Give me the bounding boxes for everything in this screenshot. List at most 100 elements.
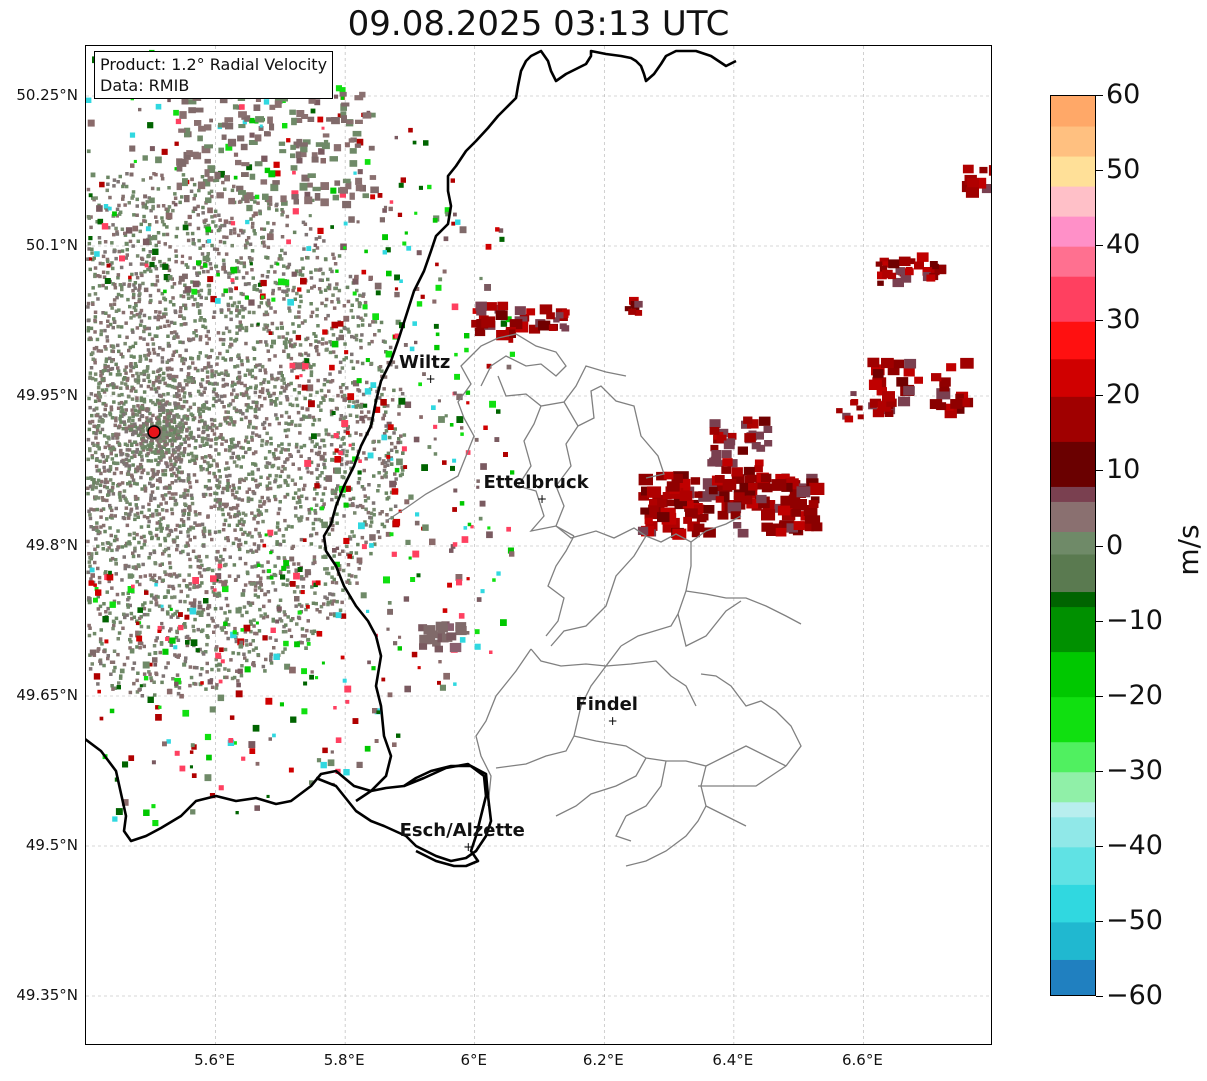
velocity-bin: [193, 446, 198, 450]
velocity-bin: [161, 410, 166, 414]
velocity-bin: [393, 472, 397, 476]
velocity-bin: [370, 339, 374, 344]
velocity-bin: [157, 520, 162, 524]
velocity-bin: [238, 124, 246, 129]
velocity-bin: [154, 243, 158, 248]
velocity-bin: [93, 560, 97, 565]
velocity-bin: [325, 347, 329, 352]
velocity-bin: [458, 613, 465, 619]
velocity-bin: [368, 524, 373, 528]
velocity-bin: [266, 575, 270, 580]
velocity-bin: [194, 555, 199, 559]
velocity-bin: [267, 329, 271, 333]
velocity-bin: [161, 516, 166, 520]
velocity-bin: [156, 418, 160, 422]
velocity-bin: [338, 567, 342, 572]
velocity-bin: [109, 601, 116, 608]
velocity-bin: [258, 482, 262, 487]
velocity-bin: [121, 426, 125, 431]
velocity-bin: [465, 450, 471, 455]
velocity-bin: [224, 314, 228, 319]
velocity-bin: [133, 159, 137, 163]
velocity-bin: [230, 221, 236, 226]
velocity-bin: [220, 442, 224, 446]
velocity-bin: [155, 279, 160, 283]
velocity-bin: [334, 448, 339, 453]
velocity-bin: [165, 409, 170, 413]
velocity-bin: [131, 386, 136, 391]
velocity-bin: [135, 213, 139, 217]
velocity-bin: [280, 574, 286, 580]
velocity-bin: [280, 414, 284, 418]
velocity-bin: [332, 613, 337, 618]
velocity-bin: [213, 498, 218, 502]
velocity-bin: [374, 282, 382, 290]
velocity-bin: [293, 572, 300, 580]
velocity-bin: [154, 379, 159, 383]
velocity-bin: [297, 384, 302, 388]
velocity-bin: [126, 591, 130, 595]
velocity-bin: [192, 629, 196, 633]
velocity-bin: [249, 405, 253, 410]
velocity-bin: [143, 287, 149, 293]
velocity-bin: [323, 465, 327, 470]
velocity-bin: [148, 552, 153, 556]
velocity-bin: [464, 333, 470, 339]
velocity-bin: [149, 678, 154, 683]
velocity-bin: [189, 765, 193, 769]
velocity-bin: [127, 458, 131, 463]
velocity-bin: [101, 454, 106, 459]
velocity-bin: [360, 323, 365, 327]
velocity-bin: [111, 492, 116, 496]
velocity-bin: [127, 596, 131, 600]
velocity-bin: [131, 429, 136, 434]
velocity-bin: [198, 407, 202, 412]
velocity-bin: [286, 448, 290, 452]
velocity-bin: [224, 596, 229, 601]
velocity-bin: [207, 679, 213, 685]
velocity-bin: [342, 678, 347, 683]
velocity-bin: [760, 473, 772, 483]
velocity-bin: [192, 280, 200, 288]
velocity-bin: [335, 282, 339, 286]
velocity-bin: [214, 686, 219, 690]
velocity-bin: [89, 507, 93, 511]
velocity-bin: [181, 404, 186, 409]
velocity-bin: [203, 492, 208, 497]
velocity-bin: [230, 488, 235, 493]
velocity-bin: [234, 408, 239, 412]
velocity-bin: [265, 343, 269, 347]
velocity-bin: [327, 389, 331, 393]
velocity-bin: [318, 148, 325, 155]
velocity-bin: [162, 549, 166, 554]
velocity-bin: [269, 436, 273, 441]
velocity-bin: [255, 116, 264, 123]
velocity-bin: [196, 260, 201, 266]
velocity-bin: [147, 254, 151, 258]
velocity-bin: [312, 332, 316, 336]
velocity-bin: [294, 641, 300, 648]
velocity-bin: [99, 370, 103, 374]
velocity-bin: [125, 386, 129, 390]
velocity-bin: [154, 603, 159, 607]
velocity-bin: [237, 512, 241, 516]
velocity-bin: [197, 604, 203, 610]
velocity-bin: [103, 469, 107, 473]
velocity-bin: [315, 492, 319, 496]
velocity-bin: [154, 310, 158, 314]
velocity-bin: [98, 639, 103, 644]
velocity-bin: [330, 326, 334, 331]
velocity-bin: [356, 388, 360, 392]
map-area[interactable]: + Wiltz + Ettelbruck + Findel + Esch/Alzette: [85, 45, 992, 1045]
velocity-bin: [248, 603, 253, 607]
velocity-bin: [237, 200, 242, 204]
velocity-bin: [156, 438, 160, 443]
velocity-bin: [247, 310, 252, 315]
velocity-bin: [137, 288, 141, 292]
velocity-bin: [286, 265, 291, 269]
velocity-bin: [393, 445, 398, 450]
velocity-bin: [455, 219, 461, 225]
velocity-bin: [255, 363, 259, 368]
velocity-bin: [124, 429, 128, 434]
velocity-bin: [369, 361, 374, 366]
